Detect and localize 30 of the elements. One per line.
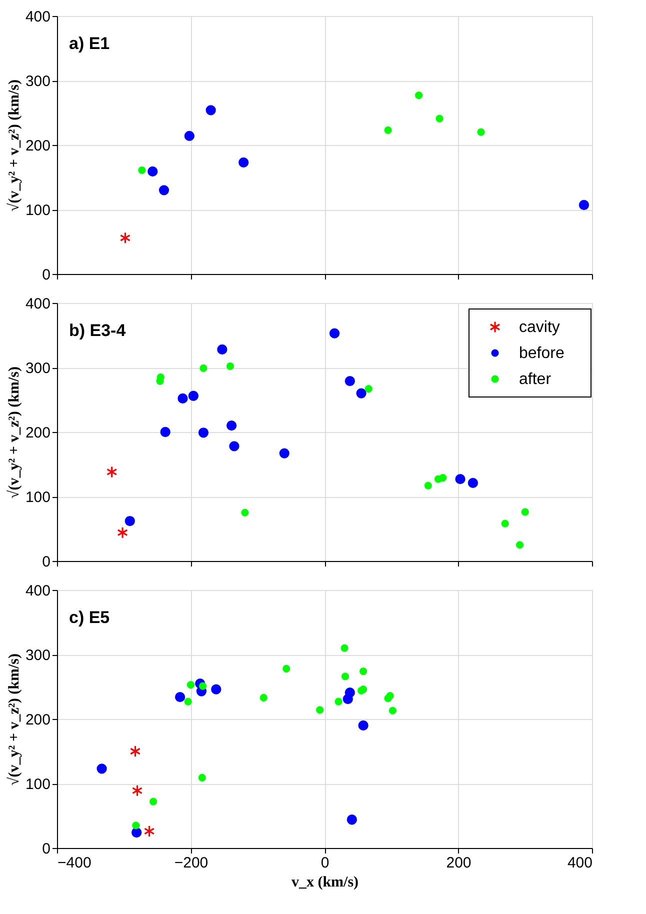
text: b) E3-4 xyxy=(69,321,126,340)
y-tick-label: 200 xyxy=(25,712,50,728)
y-tick-label: 0 xyxy=(42,554,50,570)
legend-label: before xyxy=(519,345,564,362)
y-axis-title: √(v_y² + v_z²) (km/s) xyxy=(6,366,22,499)
x-tick-label: 400 xyxy=(567,854,592,872)
y-tick-label: 100 xyxy=(25,202,50,219)
y-tick-label: 400 xyxy=(25,582,50,600)
y-tick-label: 200 xyxy=(25,138,50,154)
y-tick-label: 300 xyxy=(25,360,50,377)
y-tick-label: 100 xyxy=(25,776,50,793)
y-tick-label: 0 xyxy=(42,266,50,284)
x-axis-title: v_x (km/s) xyxy=(291,874,359,890)
y-axis-title: √(v_y² + v_z²) (km/s) xyxy=(6,79,22,212)
x-tick-label: 200 xyxy=(446,854,472,872)
y-tick-label: 0 xyxy=(42,840,50,858)
x-tick-label: −200 xyxy=(174,854,208,872)
y-tick-label: 400 xyxy=(25,8,50,26)
legend-label: after xyxy=(519,371,552,388)
text: a) E1 xyxy=(69,34,110,53)
legend-label: cavity xyxy=(519,319,560,336)
y-tick-label: 300 xyxy=(25,73,50,90)
y-tick-label: 400 xyxy=(25,296,50,312)
y-axis-title: √(v_y² + v_z²) (km/s) xyxy=(6,653,22,786)
text: c) E5 xyxy=(69,608,110,627)
x-tick-label: −400 xyxy=(58,854,92,872)
x-tick-label: 0 xyxy=(320,854,330,872)
y-tick-label: 200 xyxy=(25,424,50,442)
y-tick-label: 100 xyxy=(25,489,50,506)
y-tick-label: 300 xyxy=(25,647,50,664)
